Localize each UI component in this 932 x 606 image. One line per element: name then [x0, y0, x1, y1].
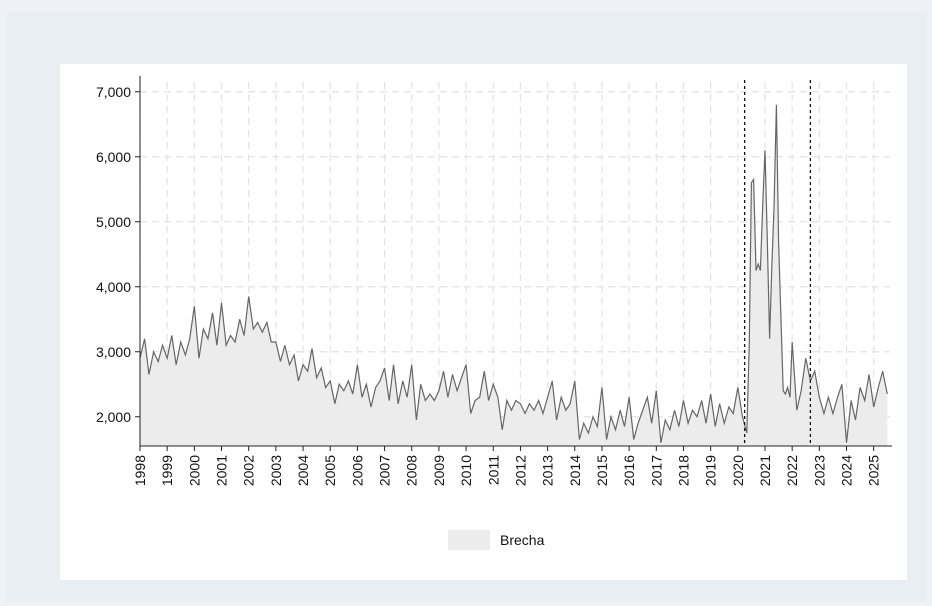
x-tick-label: 2015	[594, 455, 610, 486]
x-tick-label: 2002	[241, 455, 257, 486]
x-tick-label: 2012	[512, 455, 528, 486]
y-tick-label: 4,000	[96, 279, 131, 295]
y-tick-label: 3,000	[96, 344, 131, 360]
legend: Brecha	[448, 530, 545, 550]
x-tick-label: 2009	[431, 455, 447, 486]
x-tick-label: 2022	[784, 455, 800, 486]
legend-label: Brecha	[500, 532, 545, 548]
x-tick-label: 2024	[839, 455, 855, 486]
x-tick-label: 2020	[730, 455, 746, 486]
x-tick-label: 2018	[675, 455, 691, 486]
legend-swatch	[448, 530, 490, 550]
x-tick-label: 2010	[458, 455, 474, 486]
x-tick-label: 2019	[703, 455, 719, 486]
chart-panel: 2,000 3,000 4,000 5,000 6,000 7,000 1998 1999 20…	[60, 64, 907, 580]
y-tick-label: 2,000	[96, 409, 131, 425]
x-tick-label: 2005	[322, 455, 338, 486]
vertical-markers	[743, 80, 812, 446]
area-series	[139, 104, 888, 446]
x-tick-label: 2023	[811, 455, 827, 486]
x-tick-label: 2016	[621, 455, 637, 486]
y-tick-label: 5,000	[96, 214, 131, 230]
x-tick-label: 2007	[377, 455, 393, 486]
x-tick-label: 1999	[159, 455, 175, 486]
x-tick-label: 2021	[757, 455, 773, 486]
x-tick-label: 2013	[540, 455, 556, 486]
x-tick-label: 2006	[349, 455, 365, 486]
x-tick-label: 2003	[268, 455, 284, 486]
chart-background: 2,000 3,000 4,000 5,000 6,000 7,000 1998 1999 20…	[6, 12, 926, 602]
y-tick-label: 6,000	[96, 149, 131, 165]
series-area-fill	[140, 104, 888, 446]
y-tick-label: 7,000	[96, 84, 131, 100]
x-tick-label: 2004	[295, 455, 311, 486]
x-tick-label: 1998	[132, 455, 148, 486]
x-tick-label: 2000	[186, 455, 202, 486]
x-tick-label: 2025	[866, 455, 882, 486]
chart-svg: 2,000 3,000 4,000 5,000 6,000 7,000 1998 1999 20…	[96, 76, 892, 550]
x-tick-label: 2011	[485, 455, 501, 485]
axes: 2,000 3,000 4,000 5,000 6,000 7,000 1998 1999 20…	[96, 76, 892, 486]
series-line	[139, 104, 888, 443]
x-tick-label: 2008	[404, 455, 420, 486]
x-tick-label: 2001	[214, 455, 230, 486]
x-tick-label: 2017	[648, 455, 664, 486]
x-tick-label: 2014	[567, 455, 583, 486]
